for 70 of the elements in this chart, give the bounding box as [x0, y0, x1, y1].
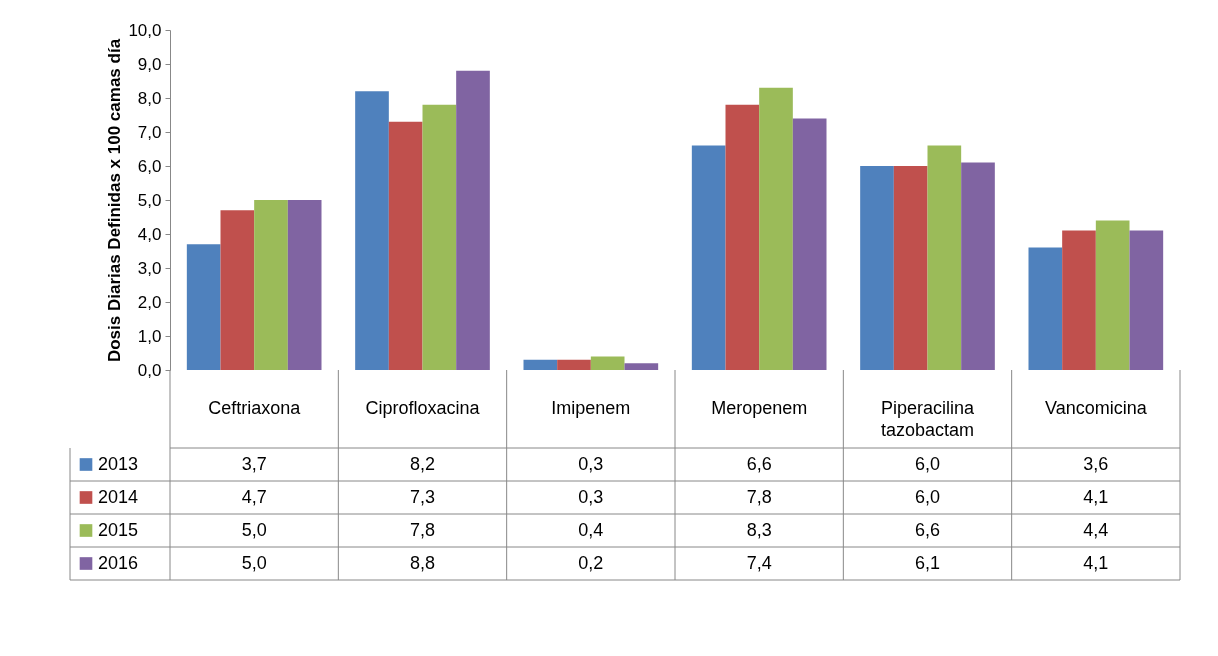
- data-label: 4,4: [1083, 519, 1109, 540]
- legend-label: 2013: [98, 453, 139, 474]
- data-label: 6,6: [914, 519, 941, 540]
- data-label: 3,7: [241, 453, 267, 474]
- y-tick-label: 4,0: [137, 224, 162, 244]
- bar: [388, 121, 423, 370]
- bar: [961, 162, 995, 370]
- y-tick-label: 0,0: [137, 360, 162, 380]
- data-label: 4,7: [241, 486, 267, 507]
- y-tick-label: 3,0: [137, 258, 162, 278]
- y-tick-label: 5,0: [137, 190, 162, 210]
- y-axis-title: Dosis Diarias Definidas x 100 camas día: [105, 38, 125, 363]
- data-label: 6,0: [914, 453, 941, 474]
- data-label: 4,1: [1083, 486, 1109, 507]
- data-label: 8,8: [409, 552, 436, 573]
- data-label: 7,8: [409, 519, 436, 540]
- bar: [725, 104, 760, 370]
- bar: [287, 200, 322, 370]
- bar: [893, 166, 928, 370]
- y-tick-label: 8,0: [137, 88, 162, 108]
- bar: [590, 356, 625, 370]
- x-tick-label: Piperacilina tazobactam: [880, 398, 976, 440]
- bar: [860, 166, 894, 370]
- bar: [422, 104, 457, 370]
- data-label: 7,3: [409, 486, 436, 507]
- bar: [1062, 230, 1096, 370]
- data-label: 5,0: [241, 519, 267, 540]
- data-label: 6,0: [914, 486, 941, 507]
- bar: [1095, 220, 1130, 370]
- y-tick-label: 7,0: [137, 122, 162, 142]
- legend-label: 2015: [98, 519, 139, 540]
- bar: [792, 118, 827, 370]
- bar: [1028, 247, 1063, 370]
- data-label: 8,2: [409, 453, 436, 474]
- bar: [254, 200, 288, 370]
- data-label: 5,0: [241, 552, 267, 573]
- y-tick-label: 10,0: [128, 20, 162, 40]
- data-label: 6,1: [914, 552, 941, 573]
- bar: [456, 70, 490, 370]
- bar: [186, 244, 221, 370]
- bar: [557, 359, 591, 370]
- data-label: 0,3: [578, 453, 604, 474]
- legend-label: 2014: [98, 486, 139, 507]
- x-tick-label: Meropenem: [711, 398, 808, 418]
- legend-label: 2016: [98, 552, 139, 573]
- x-tick-label: Ciprofloxacina: [365, 398, 481, 418]
- y-tick-label: 2,0: [137, 292, 162, 312]
- data-label: 4,1: [1083, 552, 1109, 573]
- data-label: 8,3: [746, 519, 772, 540]
- bar: [624, 363, 659, 370]
- y-tick-label: 6,0: [137, 156, 162, 176]
- bar: [691, 145, 726, 370]
- data-label: 7,8: [746, 486, 772, 507]
- x-tick-label: Vancomicina: [1044, 398, 1148, 418]
- bar: [927, 145, 962, 370]
- data-label: 0,3: [578, 486, 604, 507]
- bar: [355, 91, 389, 370]
- bar: [759, 87, 793, 370]
- y-tick-label: 1,0: [137, 326, 162, 346]
- data-label: 6,6: [746, 453, 772, 474]
- data-label: 3,6: [1083, 453, 1109, 474]
- data-label: 7,4: [746, 552, 772, 573]
- y-tick-label: 9,0: [137, 54, 162, 74]
- bar: [220, 210, 255, 370]
- x-tick-label: Ceftriaxona: [208, 398, 302, 418]
- bar: [1129, 230, 1164, 370]
- bar: [523, 359, 558, 370]
- data-label: 0,2: [578, 552, 604, 573]
- x-tick-label: Imipenem: [551, 398, 631, 418]
- data-label: 0,4: [578, 519, 604, 540]
